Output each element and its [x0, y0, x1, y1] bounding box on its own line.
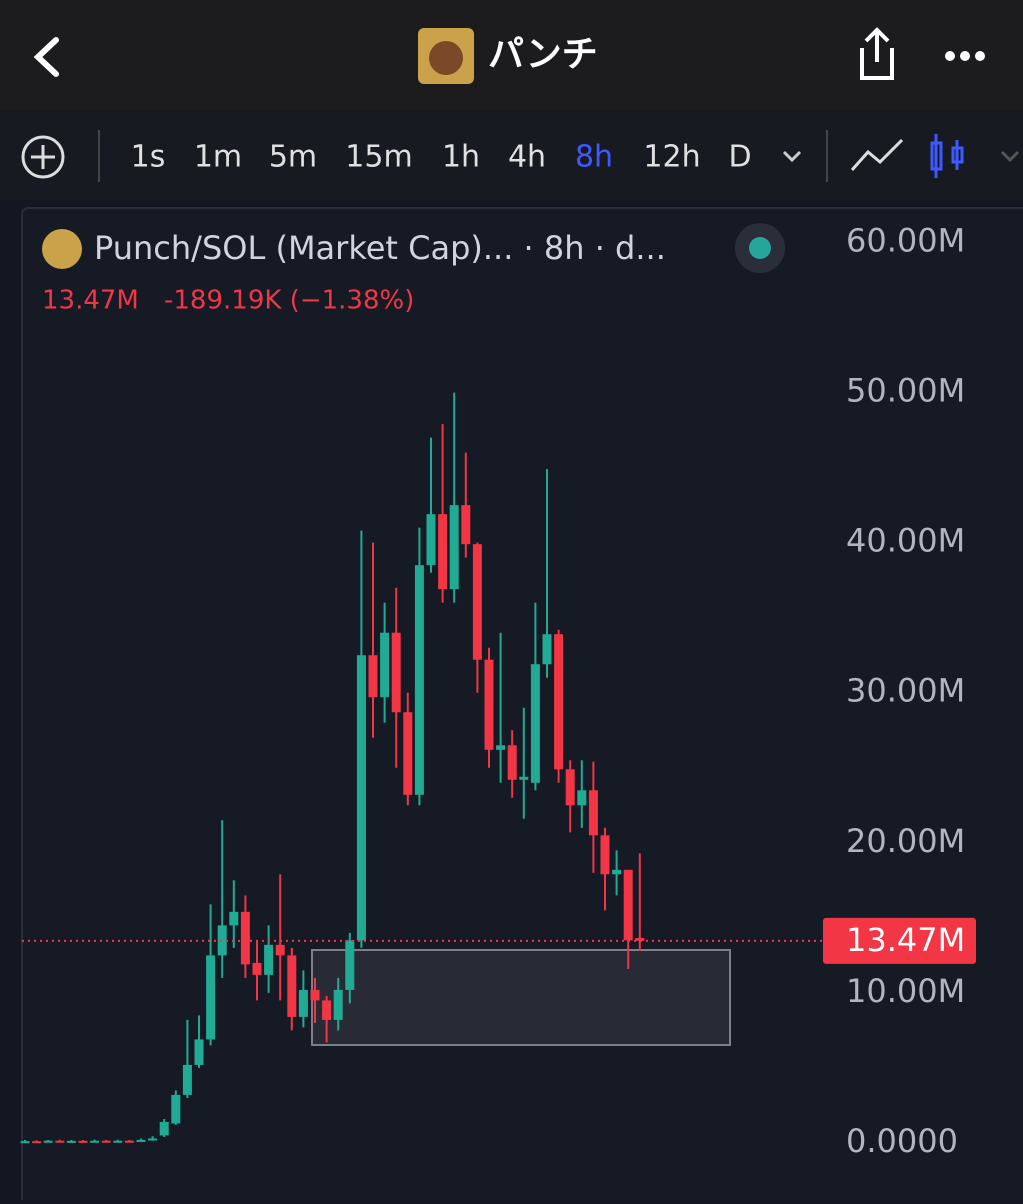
- candle-body: [577, 790, 587, 806]
- candle-body: [530, 664, 540, 783]
- timeframe-button[interactable]: 5m: [269, 140, 317, 175]
- timeframe-button[interactable]: 1h: [442, 140, 480, 175]
- avatar-figure: [429, 41, 463, 75]
- timeframe-button[interactable]: 12h: [643, 140, 700, 175]
- candle-body: [43, 1140, 53, 1143]
- last-price-badge: [823, 917, 976, 964]
- last-price-label: 13.47M: [846, 921, 965, 959]
- candle-body: [612, 869, 622, 875]
- candle-chart-button[interactable]: [930, 134, 964, 178]
- candle-body: [588, 790, 598, 836]
- timeframe-button[interactable]: D: [728, 140, 751, 175]
- candle-body: [426, 514, 436, 566]
- candle-body: [438, 514, 448, 590]
- candle-body: [275, 944, 285, 956]
- candle-body: [194, 1039, 204, 1065]
- timeframe-button[interactable]: 4h: [508, 140, 546, 175]
- candle-body: [136, 1139, 146, 1142]
- back-button[interactable]: [33, 37, 59, 77]
- candle-body: [356, 655, 366, 941]
- candle-body: [368, 655, 378, 698]
- legend-avatar: [42, 229, 82, 269]
- candle-body: [565, 769, 575, 806]
- candle-body: [182, 1064, 192, 1095]
- candle-body: [264, 944, 274, 975]
- candle-body: [403, 712, 413, 795]
- y-tick-label: 30.00M: [846, 672, 965, 710]
- add-indicator-button[interactable]: [21, 135, 65, 179]
- candle-body: [298, 989, 308, 1017]
- chart-type-menu[interactable]: [1000, 150, 1020, 163]
- timeframe-button[interactable]: 1s: [131, 140, 166, 175]
- candle-body: [310, 989, 320, 1001]
- candle-body: [507, 745, 517, 780]
- drawn-range-box: [311, 949, 731, 1046]
- candle-body: [171, 1094, 181, 1124]
- y-tick-label: 50.00M: [846, 372, 965, 410]
- candle-body: [229, 911, 239, 926]
- legend-symbol: Punch/SOL (Market Cap)... · 8h · d...: [94, 229, 666, 267]
- candle-body: [101, 1140, 111, 1143]
- candle-body: [414, 565, 424, 795]
- candle-body: [159, 1121, 169, 1136]
- candle-body: [20, 1141, 30, 1144]
- candle-body: [55, 1140, 65, 1143]
- candle-body: [600, 835, 610, 875]
- toolbar: [0, 110, 1023, 200]
- candle-body: [90, 1140, 100, 1143]
- candle-body: [496, 745, 506, 750]
- more-button[interactable]: [945, 51, 985, 61]
- candle-body: [148, 1138, 158, 1141]
- timeframe-button[interactable]: 1m: [194, 140, 242, 175]
- candle-body: [206, 955, 216, 1040]
- top-bar: [0, 0, 1023, 110]
- page-title: パンチ: [488, 34, 598, 75]
- candle-body: [472, 544, 482, 660]
- candle-body: [78, 1140, 88, 1143]
- y-tick-label: 40.00M: [846, 522, 965, 560]
- candle-body: [345, 940, 355, 990]
- candle-body: [554, 634, 564, 770]
- candle-body: [635, 937, 645, 941]
- candle-body: [113, 1140, 123, 1143]
- y-tick-label: 20.00M: [846, 822, 965, 860]
- candle-body: [252, 962, 262, 975]
- candle-body: [124, 1140, 134, 1143]
- line-chart-button[interactable]: [850, 138, 904, 171]
- legend-change: -189.19K (−1.38%): [164, 286, 414, 316]
- candle-body: [519, 776, 529, 780]
- candle-body: [461, 505, 471, 545]
- more-timeframes[interactable]: [782, 150, 802, 163]
- candle-body: [217, 925, 227, 956]
- timeframe-button[interactable]: 8h: [575, 140, 613, 175]
- candle-body: [623, 869, 633, 941]
- candle-body: [32, 1141, 42, 1144]
- candle-body: [322, 1000, 332, 1020]
- legend-price: 13.47M: [42, 286, 139, 316]
- y-tick-label: 60.00M: [846, 222, 965, 260]
- share-button[interactable]: [860, 27, 894, 80]
- candle-body: [542, 634, 552, 665]
- y-tick-label: 0.0000: [846, 1122, 958, 1160]
- status-dot: [749, 237, 771, 259]
- candle-body: [240, 911, 250, 965]
- candle-body: [66, 1140, 76, 1143]
- candle-body: [484, 659, 494, 750]
- candle-body: [391, 632, 401, 713]
- candle-body: [333, 989, 343, 1020]
- candle-body: [287, 955, 297, 1017]
- timeframe-button[interactable]: 15m: [345, 140, 412, 175]
- candle-body: [449, 505, 459, 590]
- candle-body: [380, 632, 390, 698]
- y-tick-label: 10.00M: [846, 972, 965, 1010]
